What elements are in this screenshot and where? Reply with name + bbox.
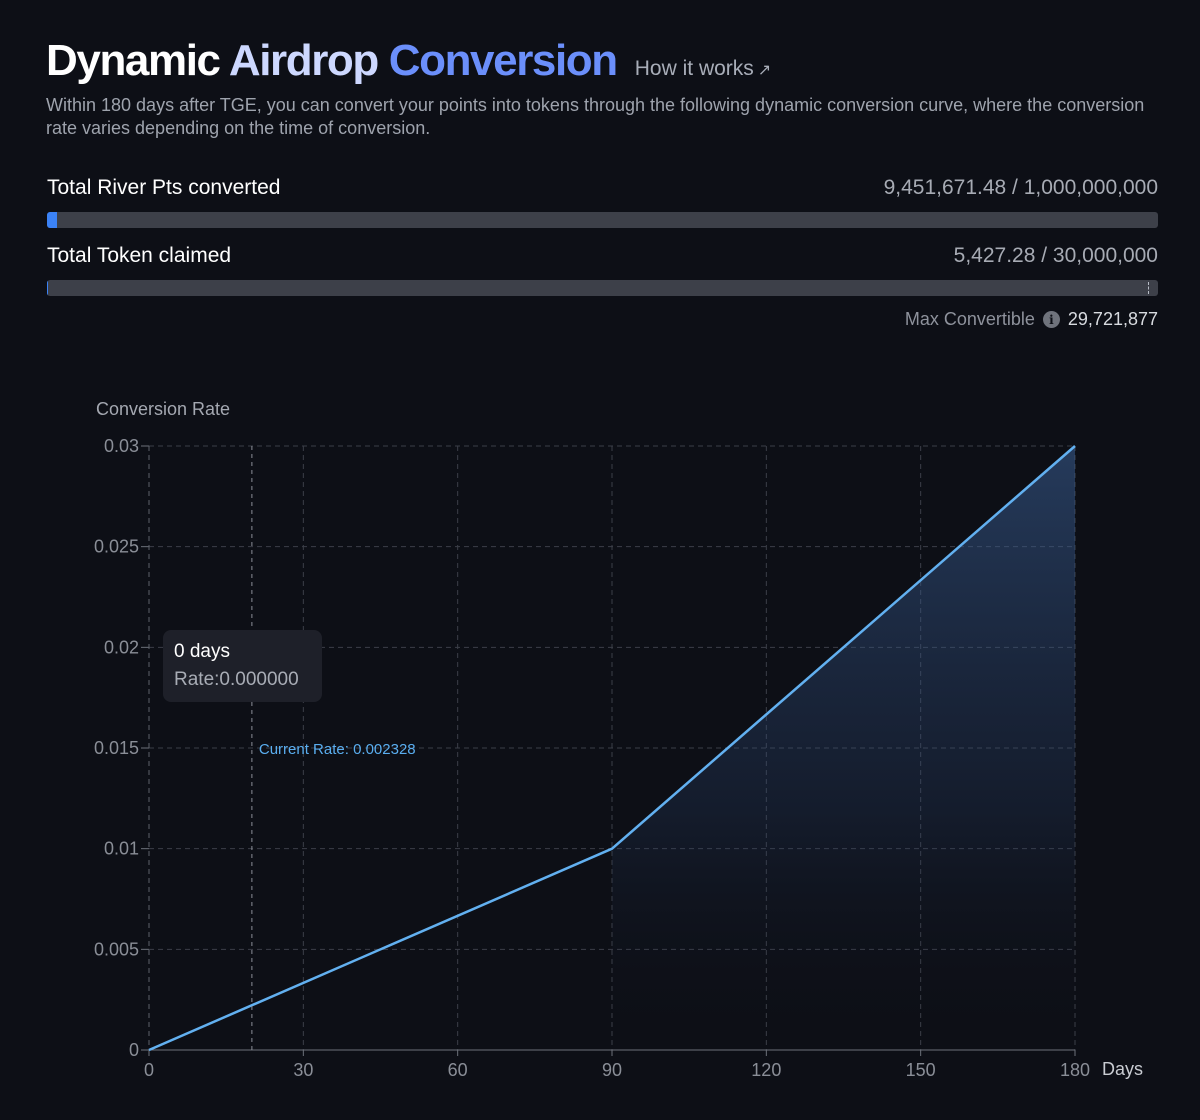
how-it-works-link[interactable]: How it works ↗ <box>635 57 771 81</box>
page-subtitle: Within 180 days after TGE, you can conve… <box>46 95 1145 138</box>
conversion-rate-chart[interactable]: Conversion Rate 0 0.005 0.01 0.015 0.02 0.025… <box>0 380 1200 1080</box>
x-tick-label: 180 <box>1060 1060 1090 1080</box>
chart-axes: 0 0.005 0.01 0.015 0.02 0.025 0.03 0 30 60 90 120 15… <box>94 436 1143 1080</box>
y-tick-label: 0.02 <box>104 637 139 657</box>
max-convertible: Max Convertible i 29,721,877 <box>905 309 1158 330</box>
y-tick-label: 0.01 <box>104 839 139 859</box>
y-tick-label: 0.015 <box>94 738 139 758</box>
max-convertible-marker <box>1147 282 1149 294</box>
current-rate-label: Current Rate: 0.002328 <box>259 741 416 758</box>
current-rate-layer: Current Rate: 0.002328 <box>251 446 416 1050</box>
y-tick-label: 0.025 <box>94 537 139 557</box>
conversion-rate-line <box>148 445 1076 1052</box>
max-convertible-value: 29,721,877 <box>1067 309 1158 329</box>
y-tick-label: 0.005 <box>94 939 139 959</box>
title-airdrop: Airdrop <box>228 36 389 85</box>
x-tick-label: 30 <box>293 1060 313 1080</box>
y-tick-label: 0 <box>129 1040 139 1060</box>
x-tick-label: 0 <box>144 1060 154 1080</box>
title-dynamic: Dynamic <box>46 36 229 85</box>
upper-segment-area <box>612 446 1075 1050</box>
tooltip-rate: Rate:0.000000 <box>174 669 299 690</box>
chart-area-layer <box>612 446 1075 1050</box>
chart-line-layer <box>148 445 1076 1052</box>
pts-converted-value: 9,451,671.48 / 1,000,000,000 <box>883 176 1158 199</box>
how-it-works-label: How it works <box>634 57 754 80</box>
info-icon[interactable]: i <box>1042 311 1060 328</box>
pts-converted-row: Total River Pts converted 9,451,671.48 /… <box>47 175 1158 201</box>
title-conversion: Conversion <box>388 36 618 85</box>
x-tick-label: 120 <box>751 1060 781 1080</box>
x-tick-label: 150 <box>906 1060 936 1080</box>
pts-converted-progress <box>47 212 1158 228</box>
tokens-claimed-progress <box>47 280 1158 296</box>
x-tick-label: 90 <box>602 1060 622 1080</box>
y-tick-label: 0.03 <box>104 436 139 456</box>
x-tick-label: 60 <box>448 1060 468 1080</box>
header: Dynamic Airdrop Conversion How it works ↗… <box>46 36 1158 140</box>
tokens-claimed-label: Total Token claimed <box>47 244 232 267</box>
pts-converted-label: Total River Pts converted <box>47 176 281 199</box>
external-arrow-icon: ↗ <box>757 62 772 79</box>
tokens-claimed-row: Total Token claimed 5,427.28 / 30,000,00… <box>47 243 1158 269</box>
page-title: Dynamic Airdrop Conversion <box>46 36 618 86</box>
chart-tooltip: 0 days Rate:0.000000 <box>163 630 322 702</box>
y-axis-label: Conversion Rate <box>96 399 230 419</box>
tokens-claimed-value: 5,427.28 / 30,000,000 <box>953 244 1158 267</box>
x-axis-label: Days <box>1102 1059 1143 1079</box>
title-row: Dynamic Airdrop Conversion How it works ↗ <box>46 36 1158 86</box>
tooltip-days: 0 days <box>174 641 230 662</box>
pts-converted-progress-fill <box>47 212 57 228</box>
max-convertible-label: Max Convertible <box>904 309 1035 329</box>
